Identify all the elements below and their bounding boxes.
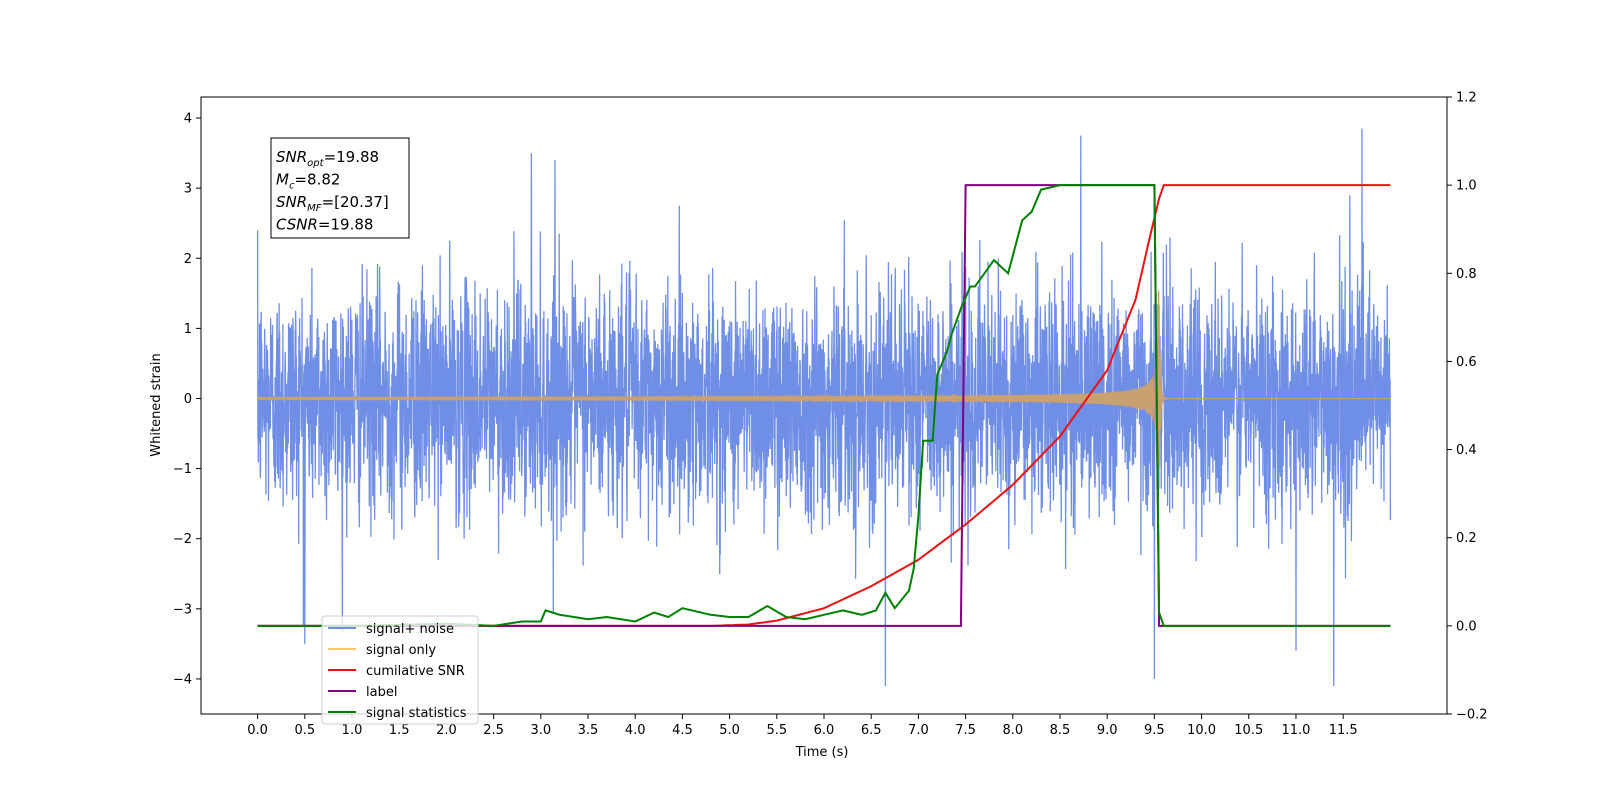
y2-tick-label: 0.6 xyxy=(1456,355,1477,370)
x-tick-label: 0.5 xyxy=(294,723,315,738)
y2-tick-label: 1.0 xyxy=(1456,179,1477,194)
y-tick-label: 4 xyxy=(184,112,192,127)
series-signal-plus-noise xyxy=(256,128,1392,687)
legend-label: signal+ noise xyxy=(366,622,454,637)
x-tick-label: 4.0 xyxy=(625,723,646,738)
x-tick-label: 2.5 xyxy=(483,723,504,738)
legend-box xyxy=(321,615,479,725)
legend-label: label xyxy=(366,685,397,700)
y-tick-label: −1 xyxy=(173,462,192,477)
y-tick-label: 3 xyxy=(184,182,192,197)
y-tick-label: 2 xyxy=(184,252,192,267)
x-tick-label: 1.0 xyxy=(342,723,363,738)
x-tick-label: 9.5 xyxy=(1144,723,1165,738)
x-axis: 0.0 0.5 1.0 1.5 2.0 2.5 3.0 3.5 4.0 4.5 5.0 5.5 6.0 6… xyxy=(247,714,1358,738)
y2-tick-label: 0.0 xyxy=(1456,619,1477,634)
x-tick-label: 8.0 xyxy=(1002,723,1023,738)
x-tick-label: 9.0 xyxy=(1097,723,1118,738)
x-tick-label: 5.5 xyxy=(766,723,787,738)
y-tick-label: 0 xyxy=(184,392,192,407)
y-tick-label: −4 xyxy=(173,672,192,687)
annotation-line: SNRMF=[20.37] xyxy=(276,193,389,214)
y-tick-label: −3 xyxy=(173,602,192,617)
x-tick-label: 0.0 xyxy=(247,723,268,738)
annotation-line: Mc=8.82 xyxy=(276,171,340,192)
x-tick-label: 8.5 xyxy=(1050,723,1071,738)
x-tick-label: 3.5 xyxy=(578,723,599,738)
y-axis-label: Whitened strain xyxy=(149,353,164,456)
legend: signal+ noise signal only cumilative SNR la… xyxy=(321,615,479,725)
x-tick-label: 3.0 xyxy=(530,723,551,738)
x-tick-label: 1.5 xyxy=(389,723,410,738)
x-tick-label: 6.0 xyxy=(814,723,835,738)
y-axis-right: 1.2 1.0 0.8 0.6 0.4 0.2 0.0 −0.2 xyxy=(1447,91,1488,723)
legend-label: signal only xyxy=(366,643,436,658)
x-tick-label: 4.5 xyxy=(672,723,693,738)
y2-tick-label: 0.8 xyxy=(1456,267,1477,282)
y2-tick-label: −0.2 xyxy=(1456,708,1488,723)
annotation-box xyxy=(270,137,410,239)
annotation-line: CSNR=19.88 xyxy=(276,216,373,234)
x-tick-label: 6.5 xyxy=(861,723,882,738)
x-tick-label: 10.0 xyxy=(1187,723,1216,738)
y2-tick-label: 1.2 xyxy=(1456,91,1477,106)
x-axis-label: Time (s) xyxy=(795,745,849,760)
x-tick-label: 2.0 xyxy=(436,723,457,738)
x-tick-label: 7.5 xyxy=(955,723,976,738)
x-tick-label: 11.5 xyxy=(1329,723,1358,738)
y-tick-label: −2 xyxy=(173,532,192,547)
y-axis-left: 4 3 2 1 0 −1 −2 −3 −4 xyxy=(173,112,201,687)
y2-tick-label: 0.2 xyxy=(1456,531,1477,546)
series-signal-only xyxy=(257,290,1391,468)
legend-label: cumilative SNR xyxy=(366,664,465,679)
x-tick-label: 10.5 xyxy=(1234,723,1263,738)
y-tick-label: 1 xyxy=(184,322,192,337)
x-tick-label: 5.0 xyxy=(719,723,740,738)
series-signal-statistics xyxy=(257,184,1391,627)
plot-area xyxy=(256,128,1392,687)
legend-label: signal statistics xyxy=(366,706,467,721)
annotation-line: SNRopt=19.88 xyxy=(276,148,379,169)
x-tick-label: 11.0 xyxy=(1281,723,1310,738)
x-tick-label: 7.0 xyxy=(908,723,929,738)
y2-tick-label: 0.4 xyxy=(1456,443,1477,458)
